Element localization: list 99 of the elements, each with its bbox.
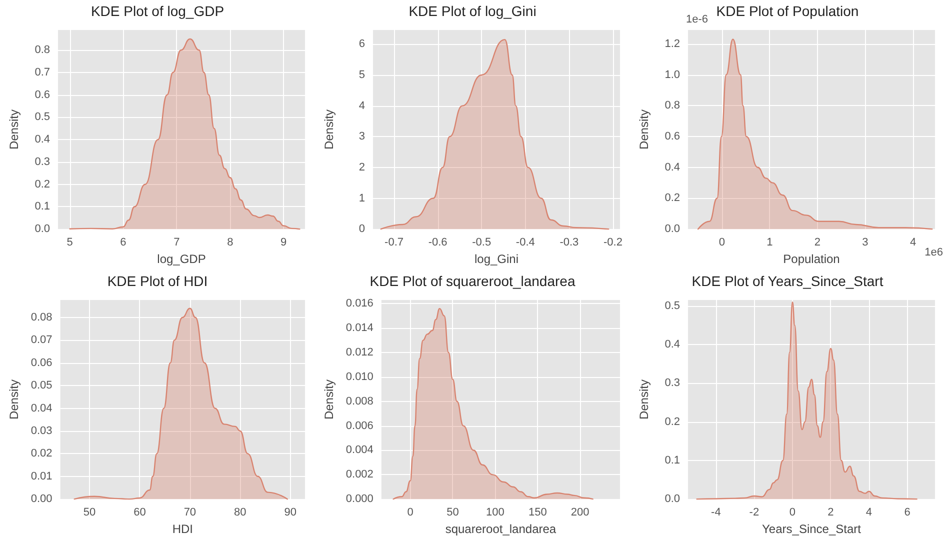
y-tick-label: 1.0 [664, 68, 680, 81]
y-axis-title: Density [322, 110, 336, 150]
x-axis-title: HDI [172, 522, 193, 536]
y-tick-label: 0.01 [30, 470, 52, 482]
y-tick-label: 0.2 [34, 178, 50, 190]
y-tick-label: 0.002 [346, 468, 374, 481]
y-tick-label: 0.4 [664, 338, 680, 351]
y-tick-label: 0.010 [346, 370, 374, 383]
y-tick-label: 0.3 [664, 377, 680, 390]
y-tick-label: 2 [358, 161, 365, 174]
y-axis-title: Density [637, 110, 651, 150]
y-tick-label: 0.006 [346, 420, 374, 432]
y-tick-label: 0.02 [30, 448, 52, 460]
x-tick-label: 0 [789, 506, 796, 519]
x-tick-label: 80 [234, 506, 246, 519]
x-tick-label: -2 [749, 506, 760, 519]
x-axis-title: log_GDP [157, 252, 206, 266]
x-tick-label: 4 [866, 506, 872, 519]
x-tick-label: -0.4 [516, 236, 535, 249]
y-tick-label: 0.7 [34, 66, 50, 79]
x-tick-label: 6 [904, 506, 910, 519]
y-tick-label: 0.0 [664, 493, 680, 506]
x-tick-label: -0.5 [472, 236, 492, 249]
chart-title: KDE Plot of log_Gini [408, 3, 536, 19]
y-tick-label: 0.8 [34, 44, 50, 56]
y-tick-label: 0.6 [34, 88, 50, 101]
y-tick-label: 0.1 [34, 200, 50, 213]
y-axis-title: Density [7, 380, 21, 420]
x-tick-label: 3 [862, 236, 868, 249]
chart-title: KDE Plot of HDI [107, 273, 208, 289]
x-tick-label: -0.7 [384, 236, 404, 249]
y-tick-label: 0.4 [664, 161, 680, 174]
x-tick-label: 2 [828, 506, 834, 519]
x-tick-label: -0.3 [560, 236, 579, 249]
x-tick-label: -0.6 [428, 236, 448, 249]
y-tick-label: 0.05 [30, 380, 52, 392]
chart-title: KDE Plot of Years_Since_Start [692, 273, 884, 289]
y-tick-label: 0.04 [30, 402, 52, 414]
y-tick-label: 0 [358, 223, 365, 236]
y-tick-label: 0.2 [664, 192, 680, 204]
x-tick-label: 100 [486, 506, 504, 519]
x-tick-label: 5 [66, 236, 73, 249]
y-tick-label: 0.07 [30, 334, 52, 346]
chart-title: KDE Plot of Population [716, 3, 859, 19]
y-tick-label: 0.03 [30, 424, 52, 437]
x-tick-label: 9 [280, 236, 287, 249]
x-tick-label: 6 [120, 236, 126, 249]
x-tick-label: 200 [570, 506, 590, 519]
x-axis-title: Population [783, 252, 840, 266]
y-tick-label: 6 [358, 38, 365, 50]
y-axis-title: Density [637, 380, 651, 420]
y-tick-label: 0.6 [664, 130, 680, 142]
y-tick-label: 4 [358, 100, 365, 112]
y-tick-label: 0.0 [664, 223, 680, 236]
y-tick-label: 0.00 [30, 493, 52, 506]
text: 1e-6 [686, 14, 708, 26]
y-tick-label: 0.012 [346, 346, 374, 359]
x-tick-label: 70 [184, 506, 196, 519]
x-axis-title: log_Gini [474, 252, 519, 266]
y-tick-label: 0.008 [346, 395, 374, 408]
y-tick-label: 1.2 [664, 38, 680, 50]
chart-title: KDE Plot of squareroot_landarea [370, 273, 576, 289]
x-tick-label: 50 [83, 506, 96, 519]
x-tick-label: 0 [718, 236, 725, 249]
y-tick-label: 0.4 [34, 134, 50, 146]
x-axis-title: squareroot_landarea [445, 522, 556, 536]
y-tick-label: 0.06 [30, 356, 52, 369]
y-tick-label: 5 [358, 69, 365, 81]
y-axis-title: Density [322, 380, 336, 420]
x-tick-label: 1 [766, 236, 773, 249]
x-tick-label: 7 [174, 236, 180, 249]
y-tick-label: 0.5 [34, 111, 50, 124]
y-tick-label: 0.08 [30, 311, 52, 324]
y-axis-title: Density [7, 110, 21, 150]
x-tick-label: 50 [446, 506, 459, 519]
x-tick-label: 60 [134, 506, 146, 519]
y-tick-label: 0.1 [664, 454, 680, 466]
y-tick-label: 0.8 [664, 100, 680, 112]
y-tick-label: 0.000 [346, 493, 374, 506]
x-tick-label: 4 [910, 236, 916, 249]
x-tick-label: 0 [407, 506, 414, 519]
x-tick-label: -4 [711, 506, 721, 519]
x-axis-title: Years_Since_Start [762, 522, 862, 536]
y-tick-label: 0.2 [664, 416, 680, 428]
x-tick-label: -0.2 [604, 236, 622, 249]
x-tick-label: 90 [284, 506, 297, 519]
y-tick-label: 0.3 [34, 156, 50, 168]
y-tick-label: 0.0 [34, 223, 50, 236]
x-tick-label: 8 [227, 236, 234, 249]
y-tick-label: 0.016 [346, 298, 374, 310]
text: 1e6 [924, 246, 944, 258]
y-tick-label: 0.014 [346, 322, 374, 334]
x-tick-label: 150 [528, 506, 547, 519]
y-tick-label: 3 [358, 130, 365, 143]
chart-title: KDE Plot of log_GDP [90, 3, 224, 19]
y-tick-label: 1 [358, 192, 365, 204]
y-tick-label: 0.5 [664, 300, 680, 312]
y-tick-label: 0.004 [346, 444, 374, 456]
x-tick-label: 2 [814, 236, 821, 249]
